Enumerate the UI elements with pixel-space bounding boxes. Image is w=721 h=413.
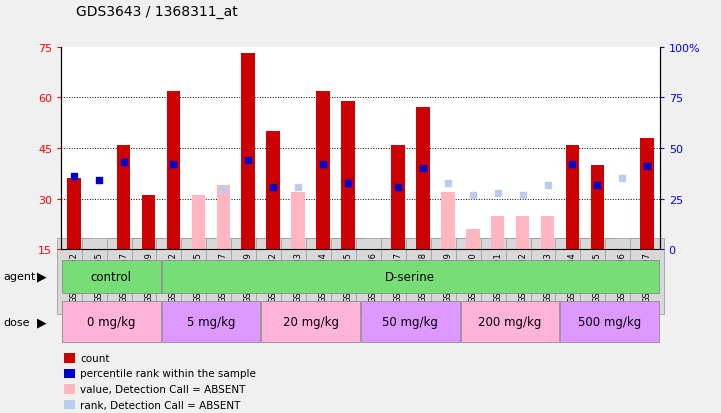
Text: 0 mg/kg: 0 mg/kg — [87, 316, 136, 329]
Point — [267, 184, 279, 190]
FancyBboxPatch shape — [261, 301, 360, 343]
Bar — [565, 145, 579, 250]
Bar — [590, 166, 604, 250]
Text: GDS3643 / 1368311_at: GDS3643 / 1368311_at — [76, 5, 237, 19]
Text: 500 mg/kg: 500 mg/kg — [578, 316, 642, 329]
Text: ▶: ▶ — [37, 316, 47, 329]
Text: control: control — [91, 270, 132, 283]
Bar — [541, 216, 554, 250]
Point — [242, 157, 254, 164]
Text: 5 mg/kg: 5 mg/kg — [187, 316, 235, 329]
Point — [616, 176, 628, 183]
Text: dose: dose — [4, 317, 30, 327]
Bar — [441, 192, 455, 250]
Text: 50 mg/kg: 50 mg/kg — [382, 316, 438, 329]
Text: 20 mg/kg: 20 mg/kg — [283, 316, 339, 329]
Bar — [640, 139, 654, 250]
Point — [492, 190, 503, 197]
FancyBboxPatch shape — [162, 260, 659, 293]
Bar — [466, 230, 479, 250]
Bar — [64, 400, 75, 409]
Bar — [491, 216, 505, 250]
Point — [342, 180, 354, 186]
Text: percentile rank within the sample: percentile rank within the sample — [81, 368, 256, 378]
Bar — [516, 216, 529, 250]
Point — [218, 186, 229, 192]
Point — [467, 192, 479, 199]
Text: count: count — [81, 353, 110, 363]
Bar — [64, 353, 75, 363]
Point — [517, 192, 528, 199]
Text: 200 mg/kg: 200 mg/kg — [479, 316, 541, 329]
Point — [541, 182, 553, 188]
Bar — [391, 145, 404, 250]
Bar — [317, 91, 330, 250]
Bar — [242, 54, 255, 250]
Point — [118, 159, 129, 166]
Bar — [266, 132, 280, 250]
FancyBboxPatch shape — [62, 260, 161, 293]
FancyBboxPatch shape — [162, 301, 260, 343]
Point — [442, 180, 454, 186]
Bar — [117, 145, 131, 250]
Bar — [67, 179, 81, 250]
Point — [592, 182, 603, 188]
Bar — [416, 108, 430, 250]
Bar — [291, 192, 305, 250]
Point — [293, 184, 304, 190]
Text: value, Detection Call = ABSENT: value, Detection Call = ABSENT — [81, 384, 246, 394]
Point — [567, 161, 578, 168]
Bar — [192, 196, 205, 250]
Bar — [64, 369, 75, 378]
Text: rank, Detection Call = ABSENT: rank, Detection Call = ABSENT — [81, 400, 241, 410]
Point — [417, 166, 428, 172]
FancyBboxPatch shape — [560, 301, 659, 343]
Text: ▶: ▶ — [37, 270, 47, 283]
Text: D-serine: D-serine — [385, 270, 435, 283]
Bar — [167, 91, 180, 250]
Point — [68, 174, 79, 180]
Point — [93, 178, 105, 184]
Point — [392, 184, 404, 190]
Point — [642, 164, 653, 170]
Bar — [142, 196, 156, 250]
Bar — [341, 102, 355, 250]
Point — [317, 161, 329, 168]
FancyBboxPatch shape — [62, 301, 161, 343]
Bar — [64, 384, 75, 394]
Point — [168, 161, 180, 168]
FancyBboxPatch shape — [361, 301, 460, 343]
Text: agent: agent — [4, 272, 36, 282]
FancyBboxPatch shape — [461, 301, 559, 343]
Bar — [216, 186, 230, 250]
